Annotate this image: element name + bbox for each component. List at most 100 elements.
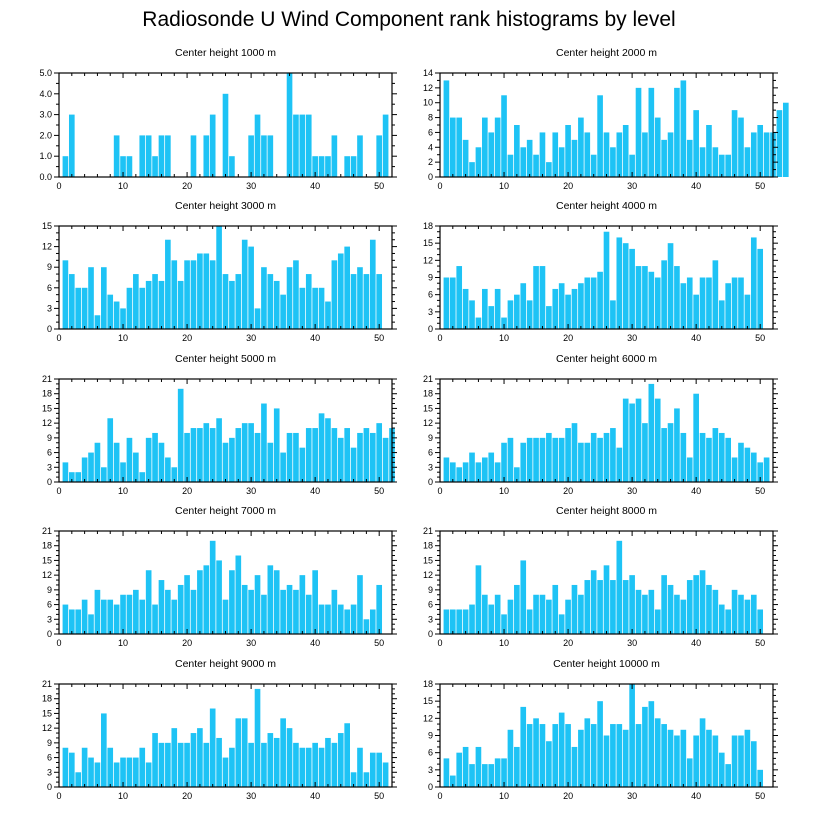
bar [101,713,107,787]
x-tick-label: 40 [691,181,701,191]
y-tick-label: 10 [423,98,433,108]
panel-5: Center height 5000 m 0 10 20 30 40 50 0 3 6 9 12 15 1… [42,353,397,496]
bar [152,604,158,634]
y-tick-label: 9 [428,731,433,741]
bar [350,447,357,482]
y-tick-label: 5.0 [39,68,52,78]
bar [209,428,216,482]
x-tick-label: 0 [437,486,442,496]
bar [539,132,546,177]
y-tick-label: 9 [428,273,433,283]
bar [229,747,235,787]
bar [376,423,383,482]
bar [267,565,274,634]
bar [642,132,648,177]
bar [725,764,731,787]
y-tick-label: 15 [423,403,433,413]
x-tick-label: 30 [627,486,637,496]
bar [209,260,216,329]
panel-title: Center height 8000 m [556,505,657,517]
y-tick-label: 12 [423,83,433,93]
x-tick-label: 40 [691,791,701,801]
y-tick-label: 6 [428,290,433,300]
y-tick-label: 21 [423,526,433,536]
bar [622,729,629,787]
bar [280,718,286,787]
bar [533,154,539,177]
bar [158,442,165,482]
bar [578,729,584,787]
bar [622,398,629,482]
bar [642,594,648,634]
bar [488,306,495,329]
bar [693,575,699,634]
bar [590,154,597,177]
bar [261,267,267,329]
bar [507,300,514,329]
bar [293,742,299,787]
y-tick-label: 6 [428,748,433,758]
bar [539,594,546,634]
bar [325,604,331,634]
bar [456,467,463,482]
bar [357,747,363,787]
bar [337,733,344,787]
bar [546,599,552,634]
bar [216,560,222,634]
bar [376,584,383,634]
x-tick-label: 20 [563,181,573,191]
bar [449,277,456,329]
bar [94,589,101,634]
bar [533,437,539,482]
bar [750,237,757,329]
bar [331,742,338,787]
bar [139,747,146,787]
bar [693,294,699,329]
bar [203,423,210,482]
bar [654,277,661,329]
bar [318,156,325,177]
bar [350,156,357,177]
y-tick-label: 2 [428,157,433,167]
bar [654,398,661,482]
bar [622,243,629,329]
bar [738,442,744,482]
bar [235,555,242,634]
bar [622,580,629,634]
panel-title: Center height 10000 m [553,658,660,670]
bar [62,156,69,177]
y-tick-label: 12 [42,723,52,733]
x-tick-label: 50 [755,181,765,191]
bar [216,226,222,329]
bar [94,762,101,787]
bar [133,757,139,787]
y-tick-label: 0 [428,324,433,334]
bar [273,570,280,634]
bar [376,752,383,787]
bar [376,274,383,329]
bar [88,452,94,482]
y-tick-label: 21 [42,526,52,536]
bar [590,724,597,787]
y-tick-label: 3 [428,307,433,317]
bar [629,575,635,634]
x-tick-label: 40 [310,486,320,496]
bar [629,154,635,177]
bar [782,102,789,177]
x-tick-label: 0 [437,791,442,801]
bar [312,742,318,787]
bar [648,271,655,329]
bar [331,589,338,634]
bar [81,599,88,634]
x-tick-label: 10 [118,486,128,496]
bar [757,248,764,329]
bar [546,306,552,329]
bar [533,718,539,787]
bar [248,423,254,482]
x-tick-label: 30 [246,333,256,343]
bar [718,604,725,634]
bar [712,147,719,177]
bar [216,418,222,482]
x-tick-label: 10 [118,791,128,801]
bar [469,764,475,787]
